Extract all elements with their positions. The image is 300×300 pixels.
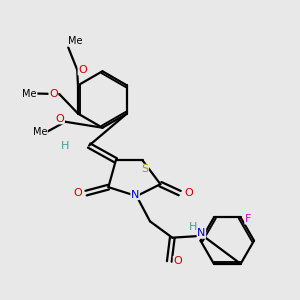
Text: F: F bbox=[245, 214, 251, 224]
Text: H: H bbox=[61, 140, 70, 151]
Text: Me: Me bbox=[68, 36, 83, 46]
Text: H: H bbox=[189, 222, 197, 232]
Text: O: O bbox=[184, 188, 193, 198]
Text: O: O bbox=[74, 188, 82, 198]
Text: Me: Me bbox=[22, 88, 37, 98]
Text: N: N bbox=[131, 190, 139, 200]
Text: O: O bbox=[78, 65, 87, 75]
Text: N: N bbox=[197, 228, 206, 238]
Text: O: O bbox=[56, 114, 64, 124]
Text: S: S bbox=[141, 164, 148, 174]
Text: O: O bbox=[49, 89, 58, 99]
Text: O: O bbox=[173, 256, 182, 266]
Text: Me: Me bbox=[33, 127, 47, 136]
